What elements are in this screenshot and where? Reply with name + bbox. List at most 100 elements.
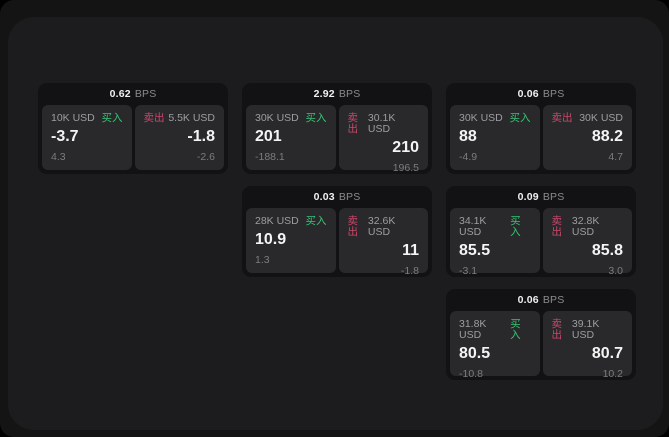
quote-panels: 30K USD 买入 88 -4.9 卖出 30K USD 88.2 4.7 xyxy=(446,105,636,170)
bps-unit-label: BPS xyxy=(542,88,565,100)
sell-delta-value: 4.7 xyxy=(608,151,623,163)
sell-amount-label: 30.1K USD xyxy=(367,112,396,135)
bps-value: 0.06 xyxy=(517,294,539,306)
bps-value: 0.06 xyxy=(517,88,539,100)
bps-value: 2.92 xyxy=(313,88,335,100)
sell-panel[interactable]: 卖出 5.5K USD -1.8 -2.6 xyxy=(134,105,224,170)
sell-panel[interactable]: 卖出 32.8K USD 85.8 3.0 xyxy=(542,208,632,277)
buy-panel[interactable]: 10K USD 买入 -3.7 4.3 xyxy=(42,105,132,170)
sell-delta-value: -2.6 xyxy=(196,151,215,163)
sell-price-value: 210 xyxy=(392,139,419,156)
sell-price-value: -1.8 xyxy=(187,128,215,145)
buy-amount-label: 30K USD xyxy=(255,112,299,124)
quote-card: 2.92 BPS 30K USD 买入 201 -188.1 卖出 30.1K … xyxy=(242,83,432,174)
buy-panel-header: 10K USD 买入 xyxy=(51,113,123,124)
buy-badge: 买入 xyxy=(509,112,531,124)
sell-badge: 卖出 xyxy=(551,112,573,124)
bps-unit-label: BPS xyxy=(542,191,565,203)
buy-badge: 买入 xyxy=(510,215,521,238)
buy-panel[interactable]: 30K USD 买入 201 -188.1 xyxy=(246,105,336,170)
sell-delta-value: 10.2 xyxy=(602,368,623,380)
buy-panel[interactable]: 28K USD 买入 10.9 1.3 xyxy=(246,208,336,273)
card-header: 0.06 BPS xyxy=(446,289,636,311)
buy-badge: 买入 xyxy=(101,112,123,124)
buy-delta-value: -4.9 xyxy=(459,151,478,163)
buy-badge: 买入 xyxy=(305,215,327,227)
sell-amount-label: 39.1K USD xyxy=(571,318,600,341)
bps-value: 0.03 xyxy=(313,191,335,203)
quote-card: 0.62 BPS 10K USD 买入 -3.7 4.3 卖出 5.5K USD… xyxy=(38,83,228,174)
buy-panel[interactable]: 34.1K USD 买入 85.5 -3.1 xyxy=(450,208,540,277)
buy-delta-value: 4.3 xyxy=(51,151,66,163)
buy-amount-label: 10K USD xyxy=(51,112,95,124)
sell-panel[interactable]: 卖出 39.1K USD 80.7 10.2 xyxy=(542,311,632,380)
buy-price-value: 201 xyxy=(255,128,282,145)
sell-amount-label: 30K USD xyxy=(579,112,623,124)
buy-delta-value: -188.1 xyxy=(255,151,285,163)
sell-panel-header: 卖出 32.8K USD xyxy=(552,216,624,238)
buy-panel-header: 30K USD 买入 xyxy=(459,113,531,124)
sell-panel-header: 卖出 5.5K USD xyxy=(144,113,216,124)
sell-amount-label: 5.5K USD xyxy=(168,112,215,124)
buy-panel-header: 28K USD 买入 xyxy=(255,216,327,227)
quote-card: 0.06 BPS 30K USD 买入 88 -4.9 卖出 30K USD 8… xyxy=(446,83,636,174)
sell-delta-value: -1.8 xyxy=(400,265,419,277)
buy-price-value: -3.7 xyxy=(51,128,79,145)
quote-card: 0.09 BPS 34.1K USD 买入 85.5 -3.1 卖出 32.8K… xyxy=(446,186,636,277)
bps-value: 0.62 xyxy=(109,88,131,100)
card-header: 0.62 BPS xyxy=(38,83,228,105)
sell-badge: 卖出 xyxy=(551,215,563,238)
sell-price-value: 80.7 xyxy=(591,345,623,362)
buy-panel[interactable]: 30K USD 买入 88 -4.9 xyxy=(450,105,540,170)
buy-delta-value: -10.8 xyxy=(459,368,483,380)
sell-badge: 卖出 xyxy=(347,112,359,135)
sell-delta-value: 196.5 xyxy=(392,162,419,174)
quote-panels: 28K USD 买入 10.9 1.3 卖出 32.6K USD 11 -1.8 xyxy=(242,208,432,277)
sell-panel-header: 卖出 30K USD xyxy=(552,113,624,124)
sell-price-value: 88.2 xyxy=(591,128,623,145)
sell-badge: 卖出 xyxy=(347,215,359,238)
sell-panel[interactable]: 卖出 30K USD 88.2 4.7 xyxy=(542,105,632,170)
sell-panel-header: 卖出 32.6K USD xyxy=(348,216,420,238)
buy-amount-label: 28K USD xyxy=(255,215,299,227)
card-header: 0.03 BPS xyxy=(242,186,432,208)
buy-panel[interactable]: 31.8K USD 买入 80.5 -10.8 xyxy=(450,311,540,380)
sell-panel-header: 卖出 30.1K USD xyxy=(348,113,420,135)
sell-price-value: 11 xyxy=(402,242,419,259)
quote-panels: 31.8K USD 买入 80.5 -10.8 卖出 39.1K USD 80.… xyxy=(446,311,636,380)
sell-panel-header: 卖出 39.1K USD xyxy=(552,319,624,341)
sell-amount-label: 32.8K USD xyxy=(571,215,600,238)
buy-price-value: 85.5 xyxy=(459,242,491,259)
quote-card: 0.03 BPS 28K USD 买入 10.9 1.3 卖出 32.6K US… xyxy=(242,186,432,277)
quote-panels: 34.1K USD 买入 85.5 -3.1 卖出 32.8K USD 85.8… xyxy=(446,208,636,277)
buy-badge: 买入 xyxy=(510,318,521,341)
quote-card: 0.06 BPS 31.8K USD 买入 80.5 -10.8 卖出 39.1… xyxy=(446,289,636,380)
sell-badge: 卖出 xyxy=(143,112,165,124)
buy-panel-header: 31.8K USD 买入 xyxy=(459,319,531,341)
buy-amount-label: 30K USD xyxy=(459,112,503,124)
sell-panel[interactable]: 卖出 30.1K USD 210 196.5 xyxy=(338,105,428,174)
buy-delta-value: -3.1 xyxy=(459,265,478,277)
buy-delta-value: 1.3 xyxy=(255,254,270,266)
card-header: 2.92 BPS xyxy=(242,83,432,105)
card-header: 0.09 BPS xyxy=(446,186,636,208)
sell-amount-label: 32.6K USD xyxy=(367,215,396,238)
bps-unit-label: BPS xyxy=(338,88,361,100)
bps-value: 0.09 xyxy=(517,191,539,203)
buy-price-value: 10.9 xyxy=(255,231,287,248)
card-header: 0.06 BPS xyxy=(446,83,636,105)
buy-price-value: 88 xyxy=(459,128,477,145)
buy-panel-header: 30K USD 买入 xyxy=(255,113,327,124)
buy-amount-label: 34.1K USD xyxy=(459,215,487,238)
quote-panels: 30K USD 买入 201 -188.1 卖出 30.1K USD 210 1… xyxy=(242,105,432,174)
quote-panels: 10K USD 买入 -3.7 4.3 卖出 5.5K USD -1.8 -2.… xyxy=(38,105,228,170)
bps-unit-label: BPS xyxy=(542,294,565,306)
sell-panel[interactable]: 卖出 32.6K USD 11 -1.8 xyxy=(338,208,428,277)
sell-badge: 卖出 xyxy=(551,318,563,341)
bps-unit-label: BPS xyxy=(134,88,157,100)
sell-delta-value: 3.0 xyxy=(608,265,623,277)
bps-unit-label: BPS xyxy=(338,191,361,203)
buy-panel-header: 34.1K USD 买入 xyxy=(459,216,531,238)
